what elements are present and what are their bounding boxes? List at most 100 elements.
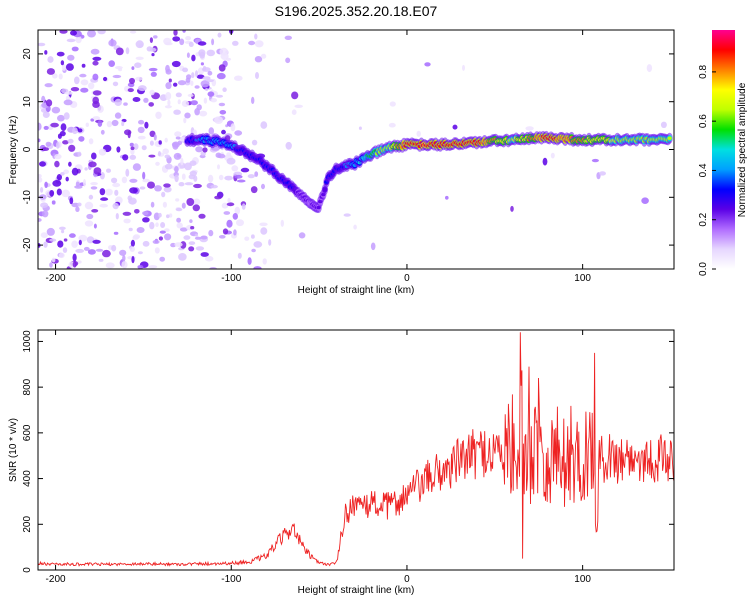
spectrogram-noise-cell bbox=[260, 53, 267, 59]
spectrogram-noise-cell bbox=[58, 252, 65, 259]
spectrogram-noise-cell bbox=[111, 119, 119, 127]
spectrogram-noise-cell bbox=[190, 100, 198, 106]
spectrogram-noise-cell bbox=[54, 160, 60, 168]
spectrogram-noise-cell bbox=[226, 202, 235, 207]
spectrogram-noise-cell bbox=[54, 153, 62, 160]
spectrogram-noise-cell bbox=[260, 227, 268, 235]
spectrogram-noise-cell bbox=[61, 229, 65, 234]
spectrogram-noise-cell bbox=[186, 198, 195, 206]
spectrogram-noise-cell bbox=[131, 256, 135, 264]
colorbar: 0.0 0.2 0.4 0.6 0.8 Normalized spectral ampl… bbox=[698, 30, 748, 276]
spectrogram-noise-cell bbox=[141, 145, 147, 151]
snr-x-ticks: -200 -100 0 100 bbox=[46, 330, 591, 585]
spectrogram-noise-cell bbox=[254, 40, 264, 48]
spectrogram-noise-cell bbox=[136, 227, 145, 233]
spectrogram-noise-cell bbox=[57, 114, 65, 122]
spectrogram-noise-cell bbox=[90, 48, 100, 55]
spectrogram-y-ticks: -20 -10 0 10 20 bbox=[22, 48, 674, 252]
spectrogram-noise-cell bbox=[75, 181, 80, 187]
spectrogram-noise-cell bbox=[219, 47, 229, 56]
spectrogram-noise-cell bbox=[234, 75, 243, 81]
spectrogram-noise-cell bbox=[67, 54, 75, 61]
spectrogram-noise-cell bbox=[69, 233, 76, 238]
spectrogram-noise-cell bbox=[112, 81, 119, 87]
spectrogram-noise-cell bbox=[236, 219, 244, 227]
spectrogram-noise-cell bbox=[525, 126, 534, 131]
spectrogram-noise-cell bbox=[195, 146, 204, 153]
spectrogram-noise-cell bbox=[61, 64, 67, 71]
spectrogram-noise-cell bbox=[166, 214, 170, 219]
spectrogram-noise-cell bbox=[206, 49, 216, 57]
spectrogram-noise-cell bbox=[115, 47, 124, 56]
spectrogram-noise-cell bbox=[84, 167, 88, 171]
spectrogram-noise-cell bbox=[83, 179, 86, 187]
spectrogram-noise-cell bbox=[105, 262, 115, 269]
spectrogram-noise-cell bbox=[155, 111, 162, 120]
spectrogram-noise-cell bbox=[231, 165, 239, 172]
spectrogram-noise-cell bbox=[72, 127, 78, 135]
spectrogram-noise-cell bbox=[131, 66, 135, 70]
spectrogram-noise-cell bbox=[250, 186, 258, 194]
spectrogram-noise-cell bbox=[285, 141, 292, 150]
spectrogram-noise-cell bbox=[92, 116, 101, 120]
spectrogram-noise-cell bbox=[172, 36, 181, 42]
spectrogram-noise-cell bbox=[68, 161, 72, 167]
spectrogram-noise-cell bbox=[144, 121, 149, 129]
snr-y-tick-label: 400 bbox=[22, 470, 33, 487]
spectrogram-noise-cell bbox=[149, 140, 154, 146]
spectrogram-noise-cell bbox=[155, 161, 160, 166]
spectrogram-noise-cell bbox=[51, 106, 61, 114]
spectrogram-noise-cell bbox=[182, 67, 189, 73]
spectrogram-noise-cell bbox=[216, 94, 223, 98]
spectrogram-noise-cell bbox=[106, 168, 111, 173]
spectrogram-noise-cell bbox=[41, 147, 49, 152]
spectrogram-noise-cell bbox=[129, 142, 134, 147]
spectrogram-noise-cell bbox=[108, 39, 117, 47]
spectrogram-noise-cell bbox=[112, 202, 119, 210]
spectrogram-noise-cell bbox=[187, 93, 194, 97]
spectrogram-noise-cell bbox=[591, 158, 599, 163]
spectrogram-noise-cell bbox=[198, 213, 206, 219]
spectrogram-noise-cell bbox=[194, 233, 199, 237]
spectrogram-noise-cell bbox=[142, 217, 150, 223]
spectrogram-noise-cell bbox=[298, 232, 306, 239]
spectrogram-noise-cell bbox=[93, 223, 97, 229]
spectrogram-noise-cell bbox=[135, 40, 144, 49]
spectrogram-noise-cell bbox=[97, 30, 106, 35]
spectrogram-noise-cell bbox=[253, 266, 262, 269]
spectrogram-noise-cell bbox=[164, 233, 172, 241]
spectrogram-noise-cell bbox=[162, 201, 167, 208]
spectrogram-noise-cell bbox=[660, 121, 667, 128]
spectrogram-noise-cell bbox=[114, 98, 122, 106]
spectrogram-noise-cell bbox=[86, 213, 94, 220]
spectrogram-noise-cell bbox=[88, 82, 95, 90]
spectrogram-noise-cell bbox=[261, 183, 265, 190]
spectrogram-noise-cell bbox=[67, 138, 74, 144]
spectrogram-noise-cell bbox=[230, 123, 236, 132]
colorbar-gradient bbox=[712, 30, 735, 269]
spectrogram-noise-cell bbox=[251, 234, 255, 239]
spectrogram-noise-cell bbox=[49, 262, 53, 268]
spectrogram-noise-cell bbox=[179, 38, 185, 46]
spectrogram-noise-cell bbox=[259, 222, 268, 227]
spectrogram-noise-cell bbox=[164, 137, 168, 143]
spectrogram-noise-cell bbox=[44, 83, 53, 88]
spectrogram-noise-cell bbox=[132, 235, 139, 240]
spectrogram-noise-cell bbox=[75, 206, 80, 212]
spectrogram-noise-cell bbox=[46, 68, 56, 75]
spectrogram-noise-cell bbox=[98, 258, 104, 262]
spectrogram-noise-cell bbox=[97, 105, 104, 113]
spectrogram-noise-cell bbox=[44, 50, 48, 55]
spectrogram-xlabel: Height of straight line (km) bbox=[298, 285, 415, 296]
spectrogram-noise-cell bbox=[75, 35, 82, 44]
spectrogram-marks bbox=[38, 30, 673, 269]
spectrogram-noise-cell bbox=[71, 240, 78, 248]
spectrogram-noise-cell bbox=[153, 134, 157, 141]
snr-marks bbox=[38, 332, 674, 567]
spectrogram-noise-cell bbox=[255, 72, 259, 79]
spectrogram-noise-cell bbox=[214, 116, 224, 124]
spectrogram-noise-cell bbox=[176, 217, 182, 223]
spectrogram-noise-cell bbox=[163, 183, 171, 188]
spectrogram-noise-cell bbox=[147, 181, 155, 189]
